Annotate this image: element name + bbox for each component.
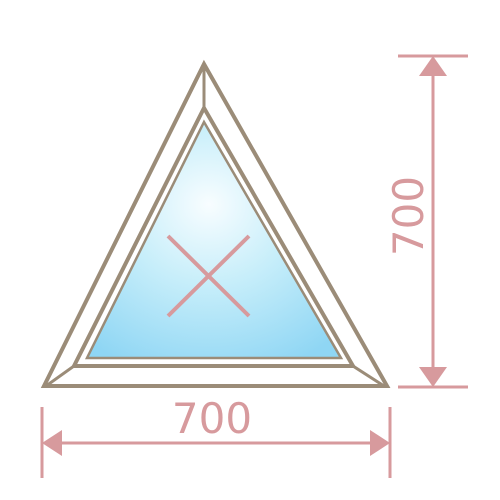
x-mark-line-2 — [166, 234, 251, 318]
glass-pane — [84, 119, 344, 360]
height-label: 700 — [384, 176, 433, 256]
window-frame — [40, 59, 391, 388]
height-dimension: 700 — [384, 54, 468, 389]
width-arrow-left — [42, 430, 62, 456]
height-arrow-top — [419, 56, 447, 76]
height-arrow-bottom — [419, 367, 447, 387]
width-arrow-right — [370, 430, 390, 456]
fixed-sash-x-mark — [166, 234, 251, 318]
width-label: 700 — [172, 394, 252, 443]
width-dimension: 700 — [40, 394, 392, 478]
